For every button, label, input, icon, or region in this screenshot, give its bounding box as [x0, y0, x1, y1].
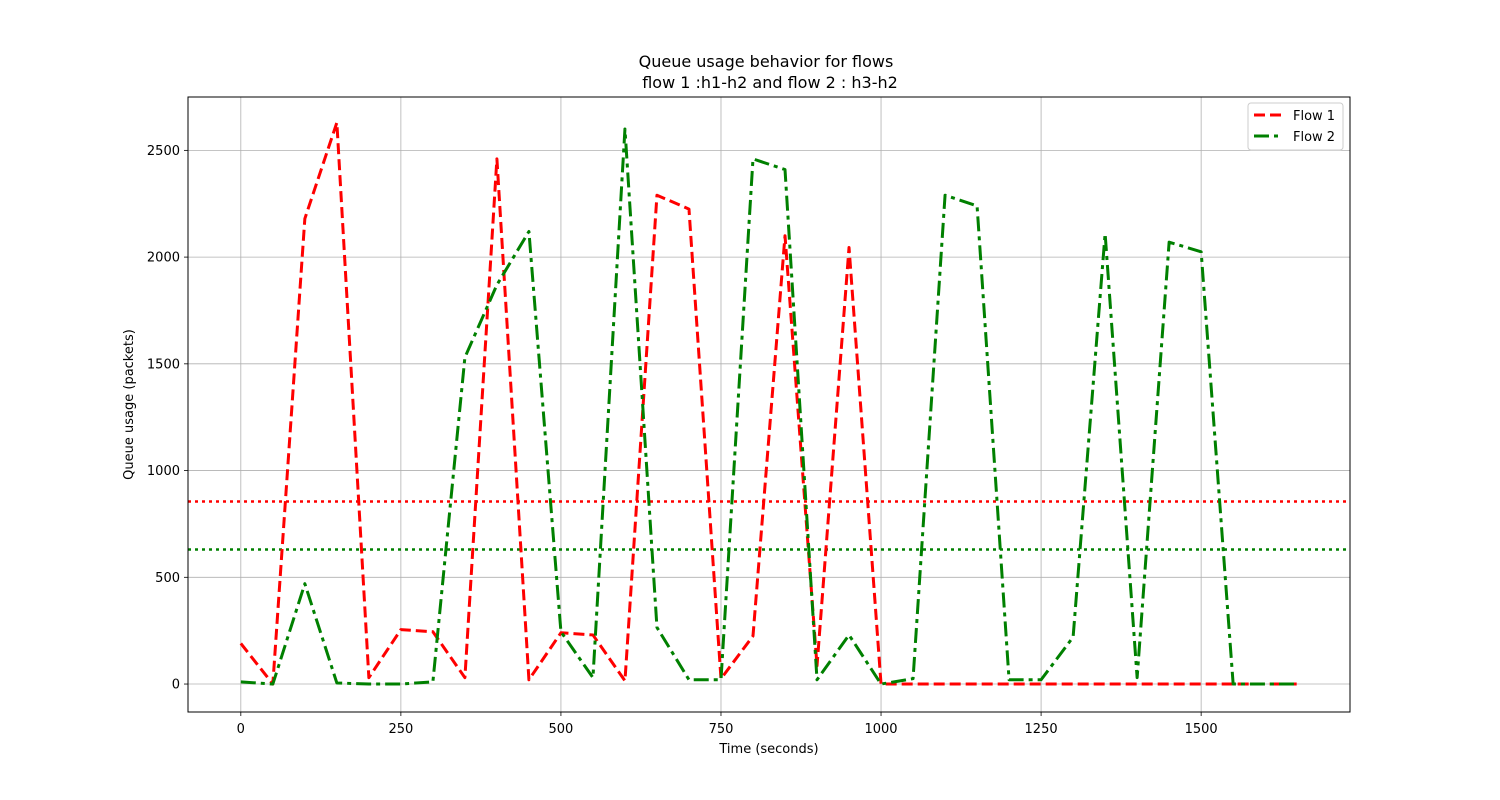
x-axis-label: Time (seconds)	[718, 742, 818, 757]
x-tick-label: 1500	[1185, 722, 1218, 737]
y-axis-label: Queue usage (packets)	[122, 329, 137, 480]
x-tick-label: 1250	[1025, 722, 1058, 737]
y-tick-label: 500	[155, 571, 180, 586]
y-tick-label: 2000	[147, 251, 180, 266]
legend-label: Flow 1	[1293, 109, 1335, 124]
plot-frame	[187, 96, 1351, 713]
series-lines	[239, 121, 1298, 686]
y-tick-label: 0	[172, 678, 180, 693]
x-tick-label: 750	[709, 722, 734, 737]
y-tick-label: 1000	[147, 464, 180, 479]
y-tick-label: 1500	[147, 357, 180, 372]
reference-lines	[188, 500, 1350, 551]
x-tick-label: 1000	[864, 722, 897, 737]
legend: Flow 1 Flow 2	[1247, 102, 1344, 151]
x-axis: 0 250 500 750 1000 1250 1500	[237, 712, 1218, 737]
x-tick-label: 250	[388, 722, 413, 737]
y-tick-label: 2500	[147, 144, 180, 159]
x-tick-label: 500	[549, 722, 574, 737]
x-tick-label: 0	[237, 722, 245, 737]
y-axis: 0 500 1000 1500 2000 2500	[147, 144, 188, 693]
legend-label: Flow 2	[1293, 130, 1335, 145]
series-line-flow-2	[240, 127, 1298, 686]
series-line-flow-1	[239, 121, 1298, 686]
grid	[188, 97, 1350, 712]
chart-title: Queue usage behavior for flows	[639, 52, 894, 71]
chart-subtitle: flow 1 :h1-h2 and flow 2 : h3-h2	[642, 73, 898, 92]
